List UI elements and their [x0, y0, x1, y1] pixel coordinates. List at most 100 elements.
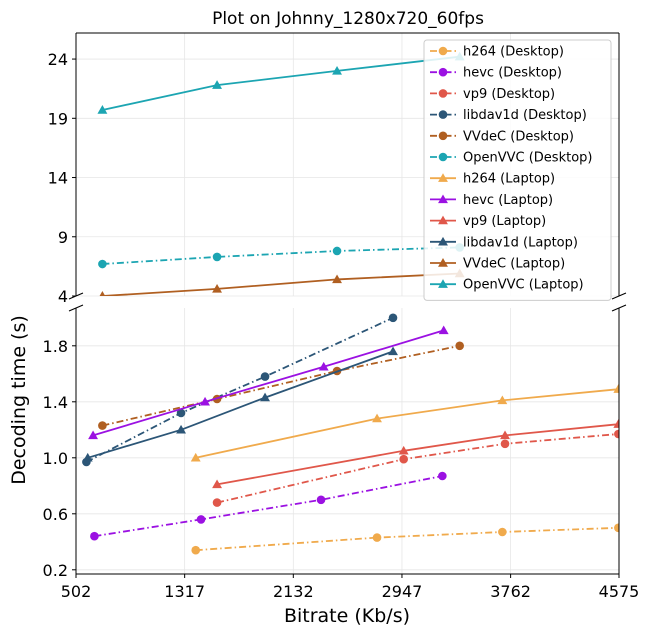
legend-item: h264 (Laptop) — [430, 172, 555, 187]
y-tick-label: 19 — [48, 109, 68, 128]
data-point — [498, 527, 507, 537]
legend-item: hevc (Desktop) — [430, 66, 562, 81]
chart-title: Plot on Johnny_1280x720_60fps — [212, 9, 484, 29]
data-point — [212, 479, 222, 489]
legend-label: VVdeC (Desktop) — [463, 129, 574, 144]
tick-labels: 4 9 14 19 24 0.2 0.6 1.0 1.4 1.8 502 1317 2132 2947 37… — [43, 50, 640, 601]
legend: h264 (Desktop) hevc (Desktop) vp9 (Desktop… — [423, 39, 612, 301]
series-8 — [212, 419, 619, 489]
data-point — [212, 252, 222, 262]
data-point — [176, 408, 186, 418]
data-point — [372, 413, 382, 423]
y-tick-label: 14 — [48, 169, 68, 188]
x-tick-label: 1317 — [164, 582, 205, 601]
legend-item: vp9 (Desktop) — [430, 87, 555, 102]
series-line — [87, 350, 394, 459]
legend-label: libdav1d (Desktop) — [463, 108, 587, 123]
data-point — [176, 424, 186, 434]
data-point — [98, 259, 107, 269]
data-point — [332, 65, 342, 75]
data-point — [332, 246, 342, 256]
y-tick-label: 1.4 — [43, 393, 68, 412]
data-point — [318, 361, 329, 371]
series-1 — [90, 471, 447, 541]
series-6 — [190, 384, 619, 462]
data-point — [388, 346, 398, 356]
data-point — [212, 80, 222, 89]
series-3 — [82, 313, 398, 467]
legend-item: VVdeC (Desktop) — [430, 129, 574, 144]
series-2 — [212, 429, 619, 507]
data-point — [455, 341, 464, 351]
data-point — [497, 395, 508, 405]
y-tick-label: 1.8 — [43, 337, 68, 356]
y-axis-label: Decoding time (s) — [8, 315, 30, 485]
y-tick-label: 9 — [58, 228, 68, 247]
series-line — [102, 272, 460, 296]
data-point — [98, 421, 107, 430]
data-point — [212, 283, 222, 293]
series-layer — [82, 51, 619, 555]
data-point — [196, 515, 206, 524]
data-point — [388, 313, 398, 323]
data-point — [260, 392, 270, 402]
data-point — [438, 194, 448, 204]
data-point — [613, 419, 619, 428]
data-point — [438, 325, 449, 335]
data-point — [212, 498, 222, 507]
y-tick-label: 1.0 — [43, 449, 68, 468]
data-point — [97, 105, 108, 114]
legend-label: vp9 (Laptop) — [463, 214, 546, 229]
legend-item: h264 (Desktop) — [430, 45, 564, 60]
data-point — [190, 452, 201, 462]
legend-label: hevc (Laptop) — [463, 193, 553, 208]
data-point — [614, 429, 619, 439]
data-point — [438, 67, 448, 77]
data-point — [99, 291, 106, 296]
data-point — [399, 454, 408, 464]
series-7 — [88, 325, 449, 440]
series-line — [102, 55, 460, 111]
series-line — [195, 388, 619, 459]
legend-item: VVdeC (Laptop) — [430, 257, 565, 272]
x-axis-label: Bitrate (Kb/s) — [284, 605, 410, 627]
series-line — [92, 329, 444, 437]
legend-label: OpenVVC (Laptop) — [463, 278, 584, 293]
data-point — [398, 445, 409, 455]
series-line — [216, 433, 619, 504]
legend-label: vp9 (Desktop) — [463, 87, 555, 102]
legend-label: h264 (Desktop) — [463, 45, 564, 60]
legend-label: h264 (Laptop) — [463, 172, 555, 187]
data-point — [438, 131, 448, 141]
data-point — [438, 110, 448, 119]
series-5 — [98, 243, 464, 269]
x-tick-label: 2132 — [273, 582, 314, 601]
series-0 — [191, 523, 619, 555]
data-point — [614, 523, 619, 533]
data-point — [200, 396, 210, 406]
data-point — [438, 173, 448, 182]
x-tick-label: 502 — [61, 582, 92, 601]
legend-label: hevc (Desktop) — [463, 66, 562, 81]
legend-box — [423, 39, 612, 301]
series-line — [94, 475, 443, 538]
data-point — [438, 236, 448, 246]
y-tick-label: 24 — [48, 50, 68, 69]
series-11 — [97, 51, 465, 114]
legend-label: OpenVVC (Desktop) — [463, 151, 592, 166]
axis-break-mark — [68, 304, 84, 312]
data-point — [613, 384, 619, 393]
y-tick-label: 4 — [58, 287, 68, 306]
data-point — [438, 258, 448, 267]
x-tick-label: 4575 — [599, 582, 640, 601]
x-tick-label: 3762 — [490, 582, 531, 601]
y-tick-label: 0.2 — [43, 561, 68, 580]
data-point — [90, 531, 99, 541]
series-line — [195, 526, 619, 552]
data-point — [500, 439, 510, 449]
series-9 — [82, 346, 398, 462]
data-point — [438, 46, 448, 56]
series-line — [216, 423, 619, 486]
legend-item: OpenVVC (Laptop) — [430, 278, 584, 293]
